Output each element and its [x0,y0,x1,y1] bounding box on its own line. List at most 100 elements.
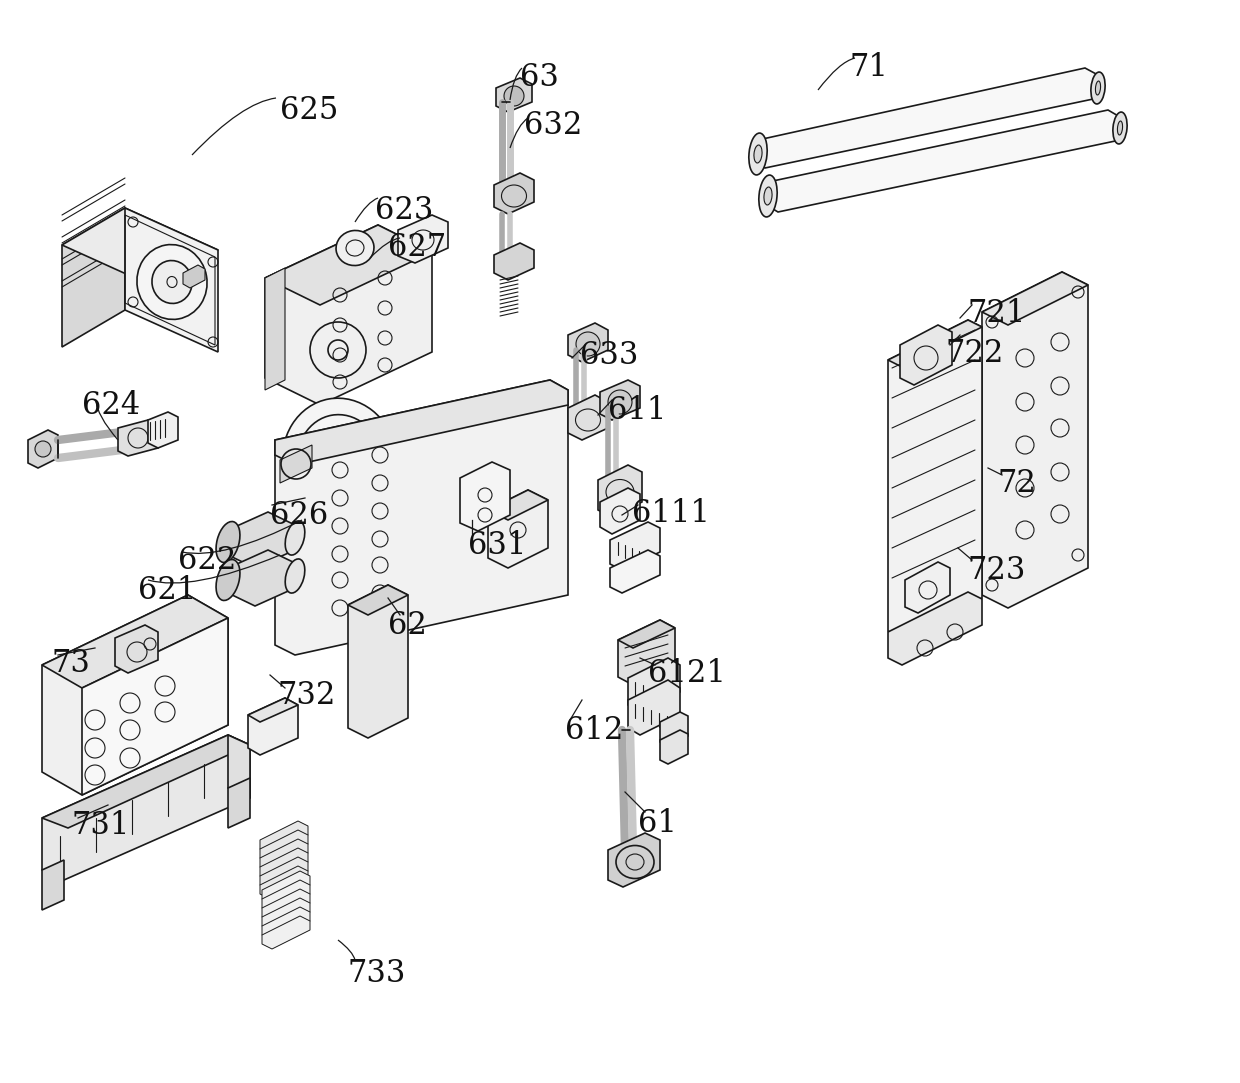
Text: 6121: 6121 [649,658,725,689]
Polygon shape [260,839,308,872]
Polygon shape [280,445,312,483]
Polygon shape [42,595,228,795]
Ellipse shape [285,521,305,556]
Polygon shape [494,243,534,280]
Text: 612: 612 [565,715,624,746]
Polygon shape [888,319,982,367]
Polygon shape [228,778,250,828]
Polygon shape [496,78,532,112]
Text: 61: 61 [639,808,677,839]
Polygon shape [568,323,608,362]
Text: 73: 73 [52,648,91,679]
Polygon shape [660,712,688,746]
Polygon shape [62,208,218,287]
Polygon shape [610,550,660,593]
Polygon shape [42,595,228,688]
Polygon shape [600,488,640,534]
Polygon shape [600,380,640,420]
Ellipse shape [759,175,777,217]
Text: 6111: 6111 [632,498,709,529]
Text: 631: 631 [467,530,526,561]
Polygon shape [248,699,298,722]
Polygon shape [618,619,675,648]
Polygon shape [260,857,308,890]
Polygon shape [348,585,408,615]
Text: 622: 622 [179,545,237,576]
Ellipse shape [216,522,239,562]
Text: 63: 63 [520,62,559,93]
Ellipse shape [1095,81,1101,95]
Polygon shape [42,735,250,880]
Polygon shape [398,216,448,263]
Ellipse shape [1091,73,1105,104]
Polygon shape [262,880,310,913]
Polygon shape [260,821,308,854]
Ellipse shape [136,245,207,319]
Polygon shape [618,619,675,686]
Polygon shape [608,833,660,887]
Polygon shape [115,625,157,673]
Polygon shape [758,68,1097,168]
Polygon shape [262,898,310,931]
Polygon shape [489,490,548,567]
Polygon shape [489,490,548,520]
Polygon shape [900,325,952,384]
Polygon shape [494,173,534,214]
Polygon shape [982,272,1087,325]
Text: 62: 62 [388,610,427,641]
Polygon shape [982,272,1087,608]
Circle shape [577,332,600,356]
Text: 732: 732 [278,680,336,712]
Text: 632: 632 [525,110,583,141]
Text: 627: 627 [388,232,446,263]
Polygon shape [265,225,432,305]
Polygon shape [348,585,408,738]
Ellipse shape [283,399,398,526]
Text: 626: 626 [270,500,329,531]
Circle shape [503,86,525,106]
Circle shape [608,390,632,414]
Polygon shape [62,208,125,347]
Polygon shape [598,465,642,517]
Ellipse shape [336,231,374,265]
Text: 623: 623 [374,195,433,226]
Text: 624: 624 [82,390,140,421]
Polygon shape [460,462,510,531]
Polygon shape [42,860,64,910]
Ellipse shape [153,261,192,303]
Polygon shape [260,848,308,880]
Ellipse shape [764,187,773,205]
Polygon shape [610,522,660,570]
Polygon shape [275,380,568,465]
Polygon shape [82,618,228,795]
Polygon shape [768,110,1120,212]
Ellipse shape [1112,112,1127,144]
Text: 633: 633 [580,340,639,371]
Polygon shape [265,268,285,390]
Polygon shape [888,319,982,638]
Text: 621: 621 [138,575,196,606]
Polygon shape [260,866,308,899]
Polygon shape [275,380,568,465]
Polygon shape [228,735,250,798]
Polygon shape [262,871,310,904]
Polygon shape [627,680,680,735]
Polygon shape [262,906,310,940]
Ellipse shape [1117,121,1122,135]
Polygon shape [275,395,568,655]
Circle shape [35,441,51,457]
Text: 723: 723 [968,554,1027,586]
Text: 722: 722 [945,338,1003,369]
Polygon shape [228,512,295,567]
Text: 731: 731 [72,810,130,841]
Ellipse shape [216,560,239,600]
Polygon shape [42,735,250,828]
Text: 625: 625 [280,95,339,126]
Text: 611: 611 [608,395,666,426]
Polygon shape [627,658,680,712]
Polygon shape [29,430,58,468]
Polygon shape [184,265,205,288]
Polygon shape [228,550,295,606]
Text: 721: 721 [968,298,1027,329]
Text: 733: 733 [348,958,407,989]
